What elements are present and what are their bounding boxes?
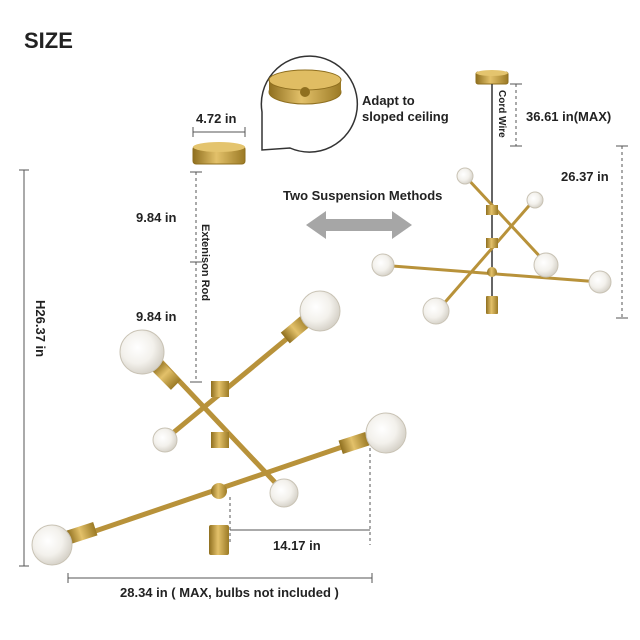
- extension-rod-label: Extenison Rod: [199, 224, 211, 301]
- sloped-ceiling-callout: Adapt to sloped ceiling: [260, 55, 449, 153]
- overall-height-label: H26.37 in: [33, 300, 48, 357]
- overall-width-label: 28.34 in ( MAX, bulbs not included ): [120, 585, 339, 600]
- callout-line2: sloped ceiling: [362, 109, 449, 124]
- page-title: SIZE: [24, 28, 73, 53]
- double-arrow-icon: [306, 211, 412, 239]
- dimension-lines: [19, 127, 373, 583]
- rod-lower-label: 9.84 in: [136, 309, 177, 324]
- rod-upper-label: 9.84 in: [136, 210, 177, 225]
- cord-fixture: [371, 70, 612, 325]
- cord-length-label: 36.61 in(MAX): [526, 109, 611, 124]
- callout-line1: Adapt to: [362, 93, 415, 108]
- canopy-width-label: 4.72 in: [196, 111, 237, 126]
- arm-offset-label: 14.17 in: [273, 538, 321, 553]
- cord-dimension-lines: [510, 83, 628, 319]
- main-fixture: [31, 142, 407, 566]
- suspension-title: Two Suspension Methods: [283, 188, 442, 203]
- cord-fixture-height-label: 26.37 in: [561, 169, 609, 184]
- cord-wire-label: Cord Wire: [496, 90, 507, 138]
